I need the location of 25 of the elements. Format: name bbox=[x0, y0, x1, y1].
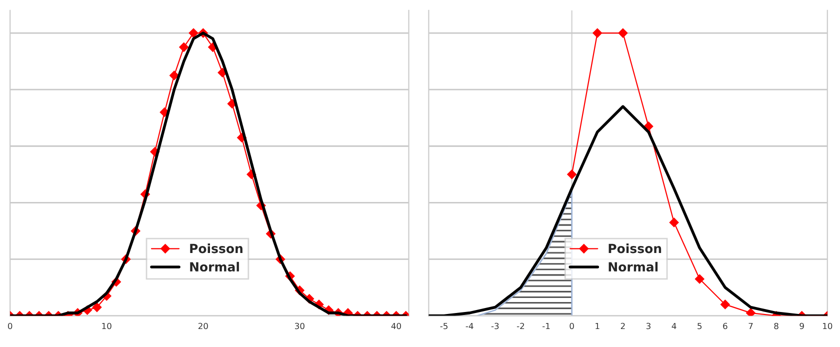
x-tick-label: 7 bbox=[748, 322, 753, 330]
x-tick-label: 4 bbox=[672, 322, 676, 330]
legend-label: Poisson bbox=[190, 244, 242, 254]
x-tick-label: 10 bbox=[823, 322, 832, 330]
x-tick-label: 20 bbox=[198, 322, 208, 330]
legend-label: Poisson bbox=[608, 244, 662, 254]
x-tick-label: 2 bbox=[620, 322, 625, 330]
x-tick-label: 30 bbox=[295, 322, 304, 330]
x-tick-label: 10 bbox=[102, 322, 112, 330]
x-tick-label: -1 bbox=[542, 322, 550, 330]
x-tick-label: 6 bbox=[723, 322, 728, 330]
legend-label: Normal bbox=[608, 262, 658, 272]
x-tick-label: -4 bbox=[466, 322, 474, 330]
x-tick-label: 0 bbox=[8, 322, 12, 330]
x-tick-label: 40 bbox=[391, 322, 401, 330]
x-tick-label: 3 bbox=[646, 322, 650, 330]
x-tick-label: 0 bbox=[570, 322, 574, 330]
x-tick-label: 8 bbox=[774, 322, 778, 330]
x-tick-label: 9 bbox=[800, 322, 804, 330]
x-tick-label: -3 bbox=[491, 322, 499, 330]
x-tick-label: -2 bbox=[516, 322, 524, 330]
x-tick-label: 1 bbox=[596, 322, 600, 330]
x-tick-label: -5 bbox=[440, 322, 448, 330]
legend-label: Normal bbox=[190, 262, 239, 272]
x-tick-label: 5 bbox=[698, 322, 702, 330]
